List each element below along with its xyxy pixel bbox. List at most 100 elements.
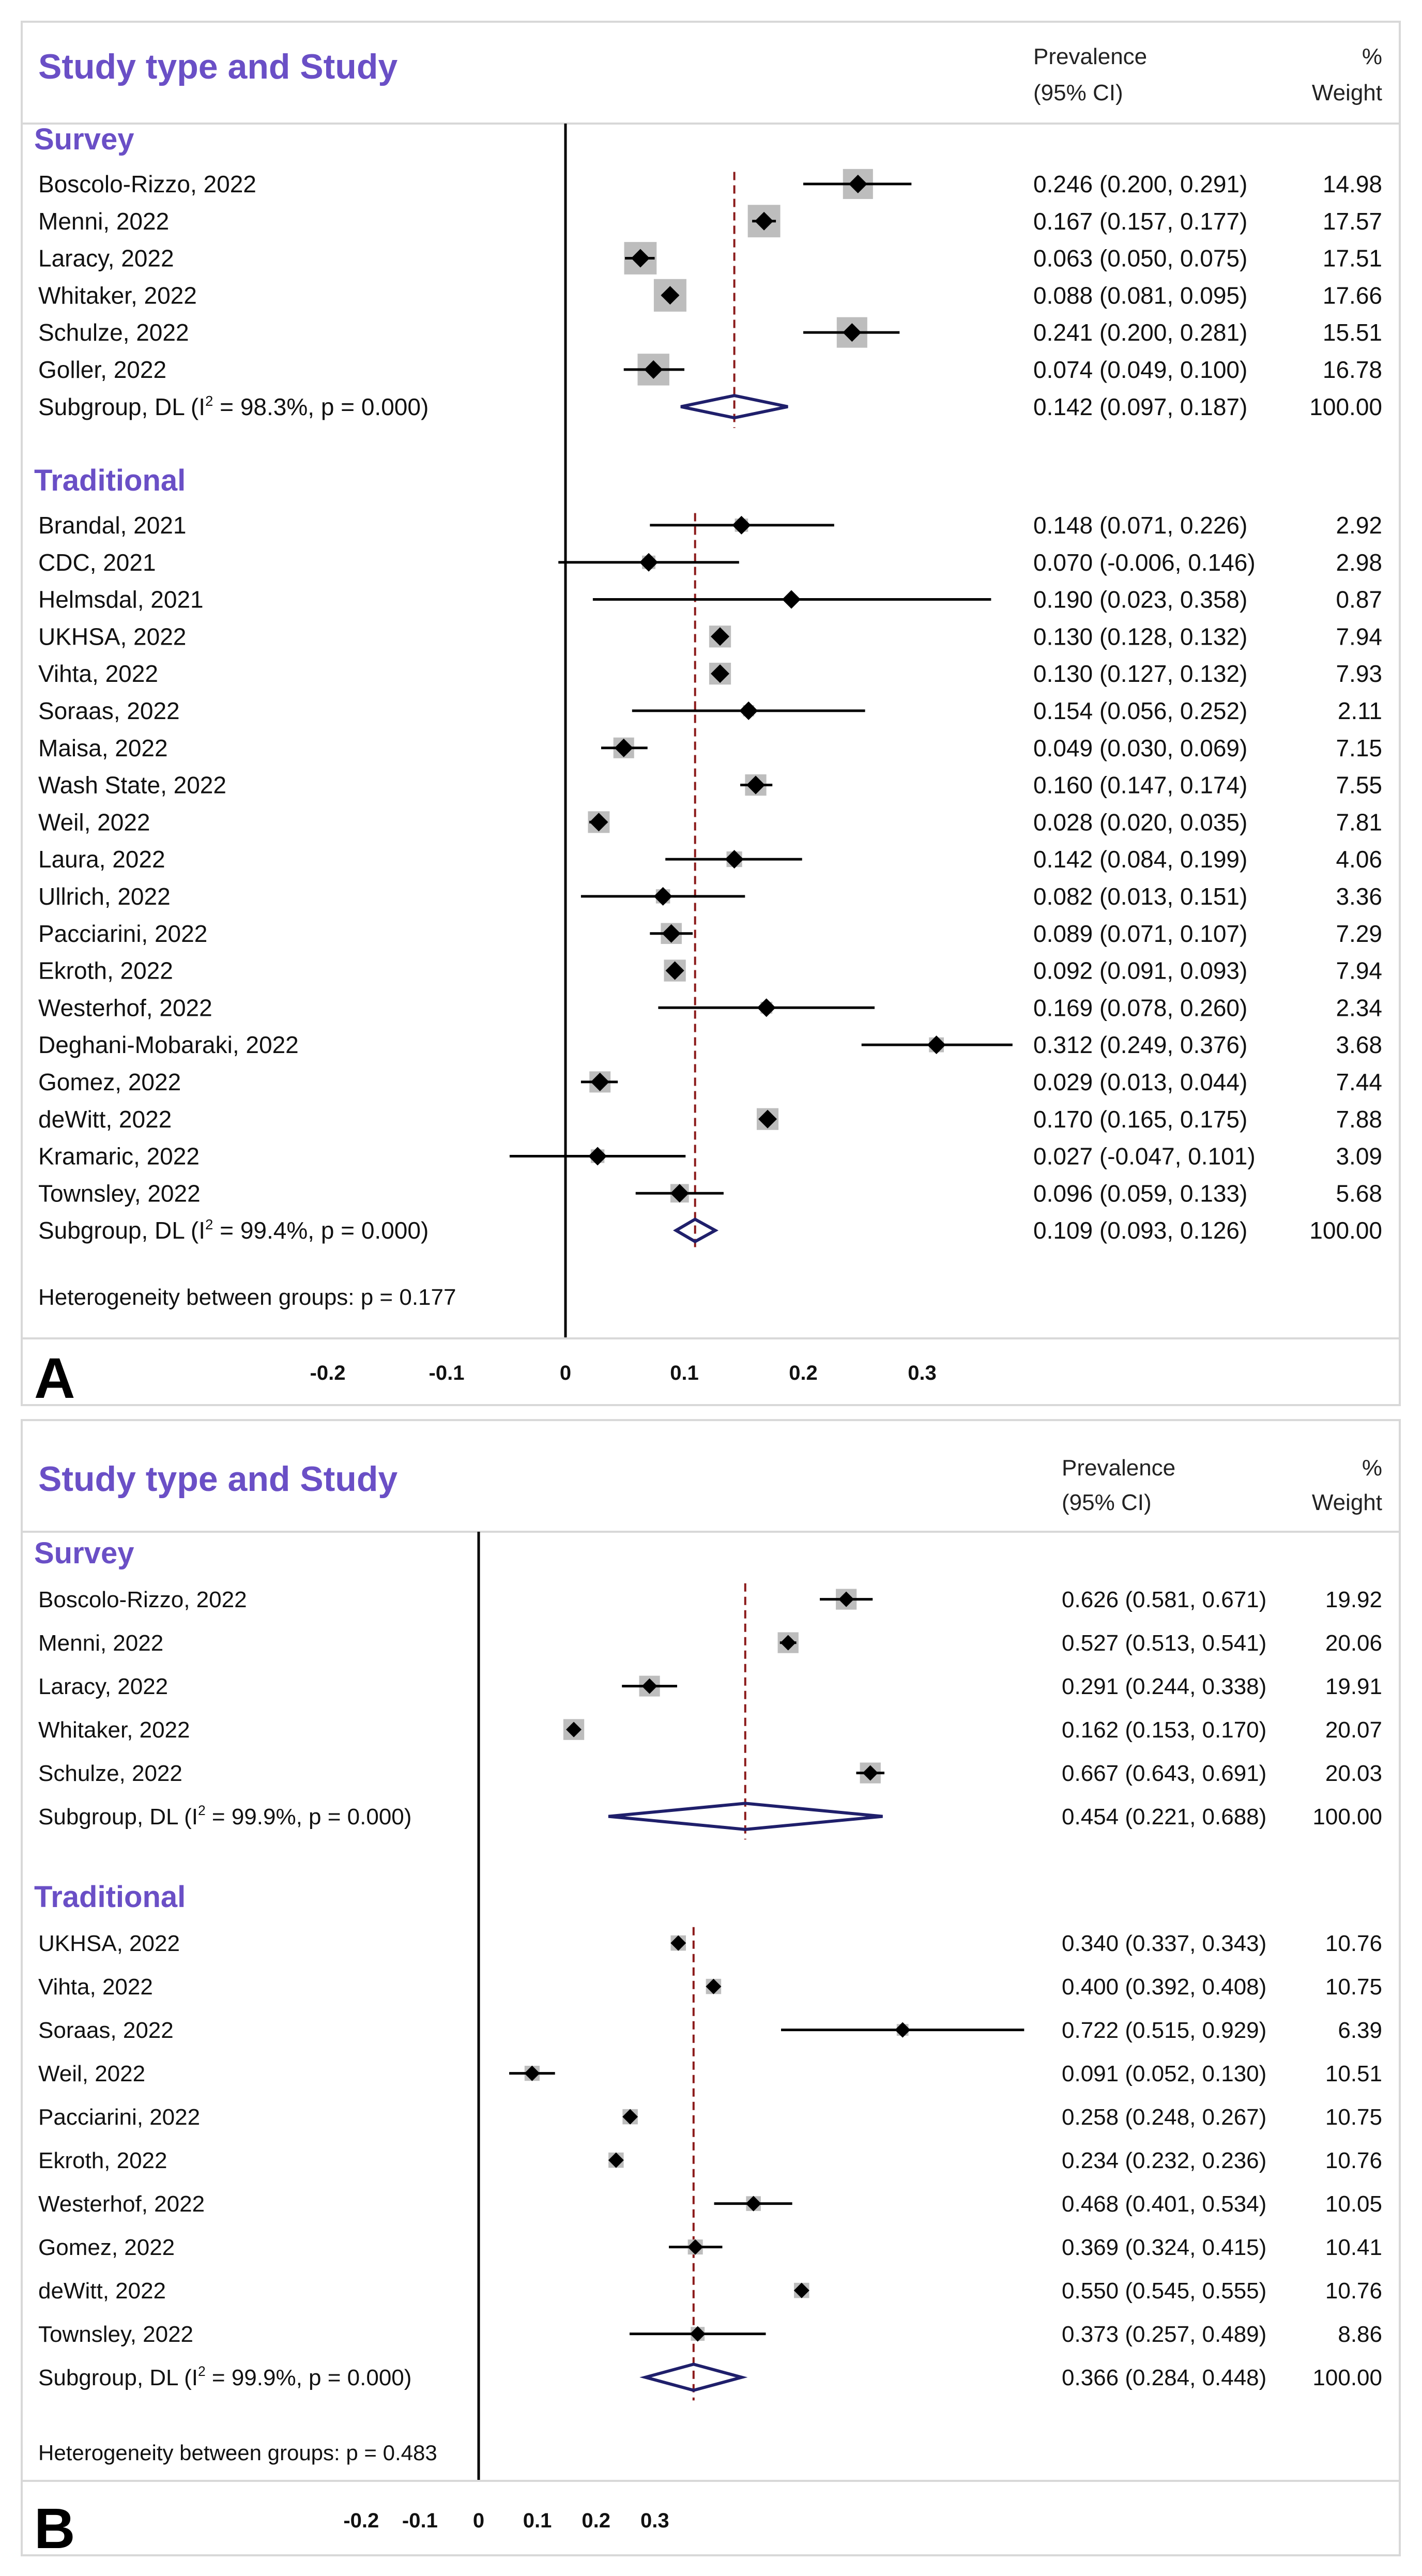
heterogeneity-text: Heterogeneity between groups: p = 0.483 <box>38 2441 437 2465</box>
study-estimate-ci: 0.550 (0.545, 0.555) <box>1062 2278 1266 2304</box>
study-estimate-ci: 0.088 (0.081, 0.095) <box>1033 282 1247 309</box>
heterogeneity-text: Heterogeneity between groups: p = 0.177 <box>38 1285 456 1310</box>
study-estimate-ci: 0.190 (0.023, 0.358) <box>1033 586 1247 613</box>
study-weight: 10.51 <box>1325 2061 1382 2086</box>
study-weight: 5.68 <box>1336 1180 1382 1207</box>
point-estimate-marker <box>755 211 774 231</box>
subgroup-weight: 100.00 <box>1312 2365 1382 2390</box>
study-label: Menni, 2022 <box>38 208 169 235</box>
study-label: Laracy, 2022 <box>38 1674 168 1699</box>
subgroup-diamond <box>680 394 788 420</box>
x-tick-label: 0.1 <box>523 2509 552 2532</box>
study-estimate-ci: 0.029 (0.013, 0.044) <box>1033 1069 1247 1095</box>
study-label: Laracy, 2022 <box>38 245 174 272</box>
study-weight: 7.88 <box>1336 1106 1382 1133</box>
study-label: Ullrich, 2022 <box>38 883 171 910</box>
group-heading: Traditional <box>34 1880 186 1914</box>
header-percent: % <box>1362 1455 1382 1481</box>
study-weight: 2.34 <box>1336 994 1382 1021</box>
study-estimate-ci: 0.154 (0.056, 0.252) <box>1033 697 1247 724</box>
point-estimate-marker <box>687 2239 704 2255</box>
study-weight: 10.76 <box>1325 2278 1382 2304</box>
study-estimate-ci: 0.074 (0.049, 0.100) <box>1033 356 1247 383</box>
point-estimate-marker <box>641 1678 658 1694</box>
study-estimate-ci: 0.096 (0.059, 0.133) <box>1033 1180 1247 1207</box>
point-estimate-marker <box>746 775 765 795</box>
subgroup-label: Subgroup, DL (I2 = 99.9%, p = 0.000) <box>38 1803 411 1830</box>
x-tick-label: 0.2 <box>582 2509 610 2532</box>
subgroup-estimate-ci: 0.142 (0.097, 0.187) <box>1033 393 1247 420</box>
header-ci: (95% CI) <box>1033 80 1123 105</box>
point-estimate-marker <box>661 286 680 305</box>
point-estimate-marker <box>780 1635 796 1651</box>
study-weight: 7.93 <box>1336 660 1382 687</box>
forest-plot-a-svg: Study type and Study Prevalence (95% CI)% W… <box>23 44 1399 1404</box>
point-estimate-marker <box>653 887 672 906</box>
study-estimate-ci: 0.527 (0.513, 0.541) <box>1062 1630 1266 1656</box>
subgroup-label: Subgroup, DL (I2 = 99.9%, p = 0.000) <box>38 2364 411 2390</box>
study-label: deWitt, 2022 <box>38 2278 166 2304</box>
study-label: Vihta, 2022 <box>38 660 158 687</box>
study-label: Pacciarini, 2022 <box>38 2105 200 2130</box>
x-tick-label: 0.2 <box>789 1362 818 1384</box>
study-estimate-ci: 0.162 (0.153, 0.170) <box>1062 1717 1266 1743</box>
header-prevalence: Prevalence <box>1033 44 1147 69</box>
point-estimate-marker <box>739 701 758 720</box>
study-weight: 19.92 <box>1325 1587 1382 1612</box>
chart-title: Study type and Study <box>38 1459 397 1499</box>
study-weight: 7.44 <box>1336 1069 1382 1095</box>
study-estimate-ci: 0.028 (0.020, 0.035) <box>1033 809 1247 835</box>
header-weight: Weight <box>1312 1490 1382 1515</box>
study-estimate-ci: 0.369 (0.324, 0.415) <box>1062 2235 1266 2260</box>
study-label: Vihta, 2022 <box>38 1974 153 2000</box>
subgroup-estimate-ci: 0.454 (0.221, 0.688) <box>1062 1804 1266 1830</box>
study-label: Deghani-Mobaraki, 2022 <box>38 1031 299 1058</box>
study-label: UKHSA, 2022 <box>38 623 186 650</box>
study-weight: 7.29 <box>1336 920 1382 947</box>
point-estimate-marker <box>524 2065 540 2081</box>
x-tick-label: 0.3 <box>640 2509 669 2532</box>
point-estimate-marker <box>566 1721 582 1737</box>
study-label: CDC, 2021 <box>38 549 156 576</box>
study-weight: 7.94 <box>1336 623 1382 650</box>
study-label: Goller, 2022 <box>38 356 166 383</box>
study-weight: 3.68 <box>1336 1031 1382 1058</box>
study-weight: 14.98 <box>1323 171 1382 197</box>
study-weight: 10.41 <box>1325 2235 1382 2260</box>
study-label: Boscolo-Rizzo, 2022 <box>38 1587 247 1612</box>
point-estimate-marker <box>782 590 801 609</box>
header-ci: (95% CI) <box>1062 1490 1152 1515</box>
point-estimate-marker <box>711 627 729 646</box>
header-weight: Weight <box>1312 80 1382 105</box>
study-label: Helmsdal, 2021 <box>38 586 204 613</box>
study-estimate-ci: 0.373 (0.257, 0.489) <box>1062 2322 1266 2347</box>
panel-letter: A <box>34 1347 75 1404</box>
study-estimate-ci: 0.082 (0.013, 0.151) <box>1033 883 1247 910</box>
study-weight: 7.81 <box>1336 809 1382 835</box>
study-weight: 10.76 <box>1325 2148 1382 2173</box>
study-estimate-ci: 0.160 (0.147, 0.174) <box>1033 772 1247 799</box>
point-estimate-marker <box>757 998 776 1017</box>
study-label: Soraas, 2022 <box>38 697 180 724</box>
forest-plot-panel-a: Study type and Study Prevalence (95% CI)% W… <box>21 21 1401 1406</box>
point-estimate-marker <box>843 323 862 342</box>
study-weight: 0.87 <box>1336 586 1382 613</box>
study-estimate-ci: 0.070 (-0.006, 0.146) <box>1033 549 1256 576</box>
study-label: Menni, 2022 <box>38 1630 163 1656</box>
point-estimate-marker <box>665 961 684 980</box>
subgroup-weight: 100.00 <box>1309 1217 1382 1244</box>
point-estimate-marker <box>589 813 608 832</box>
subgroup-estimate-ci: 0.366 (0.284, 0.448) <box>1062 2365 1266 2390</box>
point-estimate-marker <box>927 1035 946 1055</box>
study-label: Weil, 2022 <box>38 2061 145 2086</box>
study-weight: 7.55 <box>1336 772 1382 799</box>
point-estimate-marker <box>622 2109 638 2125</box>
study-label: Laura, 2022 <box>38 846 165 873</box>
subgroup-estimate-ci: 0.109 (0.093, 0.126) <box>1033 1217 1247 1244</box>
chart-title: Study type and Study <box>38 47 397 86</box>
study-label: UKHSA, 2022 <box>38 1931 180 1956</box>
header-prevalence: Prevalence <box>1062 1455 1175 1481</box>
study-weight: 6.39 <box>1338 2018 1382 2043</box>
x-tick-label: -0.1 <box>402 2509 438 2532</box>
study-weight: 7.94 <box>1336 957 1382 984</box>
